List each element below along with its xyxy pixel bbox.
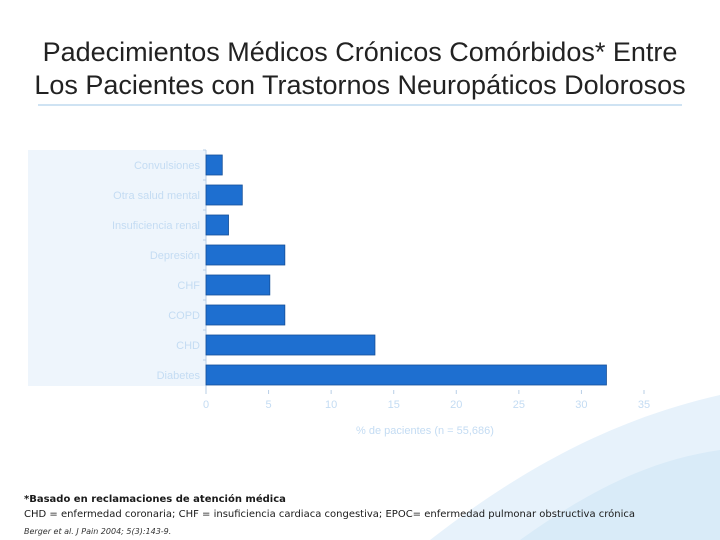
category-label: Depresión (150, 250, 200, 262)
x-tick-label: 20 (450, 399, 462, 411)
x-tick-label: 25 (513, 399, 525, 411)
footnote: *Basado en reclamaciones de atención méd… (24, 492, 704, 539)
x-tick-label: 15 (388, 399, 400, 411)
bar-chf (205, 274, 271, 296)
category-label: COPD (168, 310, 200, 322)
footnote-abbreviations: CHD = enfermedad coronaria; CHF = insufi… (24, 509, 636, 520)
category-label: Otra salud mental (113, 190, 200, 202)
category-label: Diabetes (157, 370, 201, 382)
x-tick-label: 35 (638, 399, 650, 411)
category-label: CHF (177, 280, 200, 292)
bar-chd (205, 334, 376, 356)
x-tick-label: 5 (266, 399, 272, 411)
category-label-panel (28, 150, 206, 386)
bar-insuficiencia-renal (205, 214, 229, 236)
bar-convulsiones (205, 154, 223, 176)
category-label: Convulsiones (134, 160, 201, 172)
bar-copd (205, 304, 286, 326)
footnote-reference: Berger et al. J Pain 2004; 5(3):143-9. (24, 527, 172, 536)
bar-diabetes (205, 364, 607, 386)
x-tick-label: 30 (575, 399, 587, 411)
title-line-1: Padecimientos Médicos Crónicos Comórbido… (42, 37, 678, 67)
bar-otra-salud-mental (205, 184, 243, 206)
x-axis-label: % de pacientes (n = 55,686) (356, 425, 494, 437)
x-tick-label: 0 (203, 399, 209, 411)
chart-title: Padecimientos Médicos Crónicos Comórbido… (20, 36, 700, 102)
category-label: Insuficiencia renal (112, 220, 200, 232)
title-divider (38, 104, 682, 106)
bar-depresi-n (205, 244, 286, 266)
footnote-basis: *Basado en reclamaciones de atención méd… (24, 494, 286, 505)
x-tick-label: 10 (325, 399, 337, 411)
category-label: CHD (176, 340, 200, 352)
title-line-2: Los Pacientes con Trastornos Neuropático… (34, 70, 686, 100)
